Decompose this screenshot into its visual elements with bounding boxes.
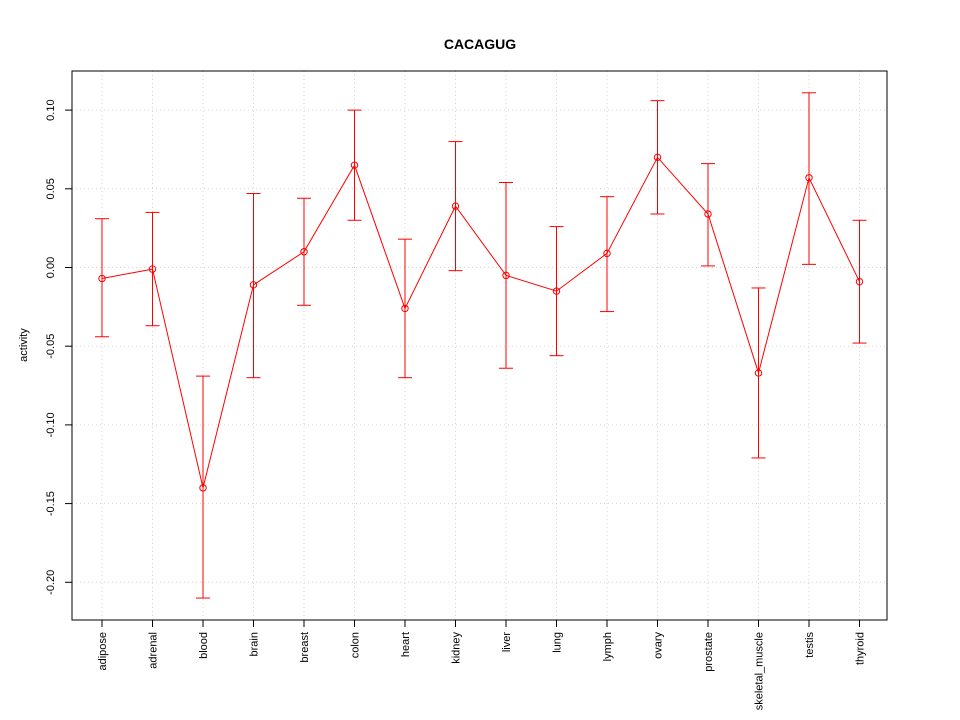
data-point: [451, 202, 460, 210]
x-tick-label: thyroid: [855, 632, 867, 665]
series-line: [101, 156, 860, 488]
data-point: [148, 265, 157, 273]
x-tick-label: liver: [501, 632, 513, 653]
data-point: [502, 271, 510, 280]
y-tick-label: 0.10: [45, 99, 57, 120]
x-tick-label: adipose: [97, 632, 109, 671]
x-tick-label: ovary: [653, 632, 665, 659]
grid: [72, 71, 887, 620]
data-point: [653, 153, 662, 162]
data-point: [704, 210, 712, 218]
x-tick-label: heart: [400, 632, 412, 657]
data-point: [855, 277, 864, 286]
y-axis-label: activity: [18, 328, 30, 362]
data-series: [95, 92, 867, 599]
x-tick-label: blood: [198, 632, 210, 659]
x-tick-label: brain: [249, 632, 261, 656]
chart-title: CACAGUG: [444, 36, 516, 52]
data-point: [552, 287, 561, 295]
x-tick-label: lymph: [602, 632, 614, 661]
x-tick-label: colon: [350, 632, 362, 658]
data-point: [98, 274, 106, 283]
x-tick-label: kidney: [451, 632, 463, 664]
y-tick-label: -0.20: [45, 570, 57, 595]
data-point: [199, 484, 207, 492]
y-tick-label: -0.10: [45, 412, 57, 437]
data-point: [754, 369, 763, 377]
data-point: [300, 248, 308, 256]
data-point: [350, 161, 359, 169]
data-point: [249, 281, 258, 289]
x-tick-label: breast: [299, 632, 311, 663]
x-tick-label: testis: [804, 632, 816, 658]
data-point: [401, 304, 409, 313]
y-tick-label: -0.05: [45, 334, 57, 359]
x-tick-label: lung: [552, 632, 564, 653]
y-tick-label: -0.15: [45, 491, 57, 516]
data-point: [603, 249, 611, 258]
data-point: [805, 174, 813, 182]
y-tick-label: 0.00: [45, 257, 57, 278]
axes: -0.20 -0.15 -0.10 -0.05 0.00 0.05 0.10 adipose a…: [45, 99, 867, 710]
y-tick-label: 0.05: [45, 178, 57, 199]
x-tick-label: adrenal: [148, 632, 160, 669]
x-tick-label: skeletal_muscle: [754, 632, 766, 710]
plot-frame: [71, 70, 888, 621]
x-tick-label: prostate: [703, 632, 715, 672]
